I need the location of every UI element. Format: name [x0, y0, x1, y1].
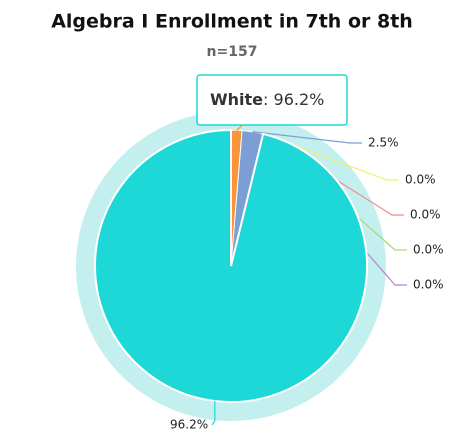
tooltip-box [196, 74, 348, 126]
data-label: 96.2% [170, 418, 208, 432]
chart-title: Algebra I Enrollment in 7th or 8th [51, 11, 413, 33]
chart-subtitle: n=157 [207, 44, 258, 60]
data-label: 0.0% [413, 243, 444, 257]
data-label: 0.0% [413, 278, 444, 292]
pie-slice [94, 128, 368, 403]
label-connector [262, 133, 399, 181]
data-label: 0.0% [405, 173, 436, 187]
label-connector [211, 401, 216, 426]
label-connector [252, 131, 362, 144]
data-label: 2.5% [368, 136, 399, 150]
data-label: 0.0% [410, 208, 441, 222]
tooltip-category: White [210, 90, 263, 109]
tooltip-value: : 96.2% [263, 90, 324, 109]
pie: 1.3%2.5%0.0%0.0%0.0%0.0%96.2% [76, 101, 444, 432]
tooltip-text: White: 96.2% [210, 90, 324, 109]
tooltip: White: 96.2% [196, 74, 348, 126]
